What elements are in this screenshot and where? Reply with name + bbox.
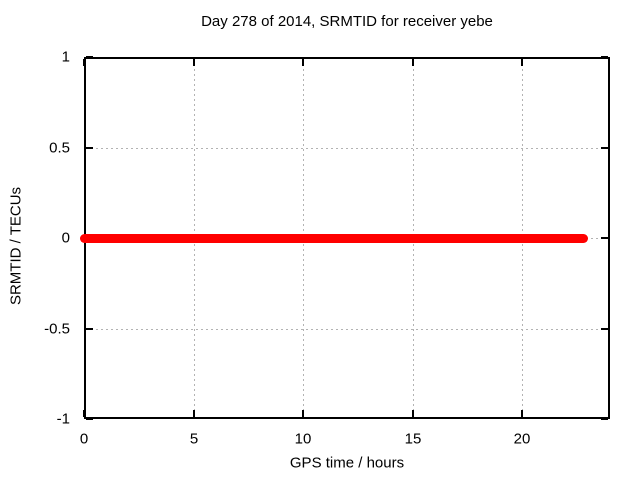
y-tick-mark (601, 237, 608, 239)
x-tick-label: 0 (79, 430, 89, 448)
series-line-srmtid (79, 233, 589, 243)
x-axis-label: GPS time / hours (289, 454, 405, 472)
x-tick-mark (302, 59, 304, 66)
x-tick-mark (521, 410, 523, 417)
y-tick-label: 0 (61, 229, 70, 247)
x-tick-label: 5 (189, 430, 199, 448)
y-tick-mark (86, 56, 93, 58)
y-tick-label: 1 (61, 48, 70, 66)
y-tick-mark (601, 418, 608, 420)
x-tick-mark (193, 410, 195, 417)
y-tick-label: -0.5 (44, 320, 70, 338)
x-tick-mark (83, 410, 85, 417)
y-tick-mark (601, 56, 608, 58)
x-tick-mark (412, 59, 414, 66)
x-tick-label: 10 (294, 430, 312, 448)
y-tick-label: 0.5 (49, 139, 70, 157)
x-tick-mark (83, 59, 85, 66)
y-gridline (86, 329, 608, 330)
y-axis-label: SRMTID / TECUs (7, 186, 25, 306)
x-tick-label: 15 (404, 430, 422, 448)
x-tick-mark (302, 410, 304, 417)
y-tick-mark (86, 418, 93, 420)
x-tick-label: 20 (513, 430, 531, 448)
chart-title: Day 278 of 2014, SRMTID for receiver yeb… (201, 13, 493, 30)
y-tick-label: -1 (56, 410, 70, 428)
y-tick-mark (601, 147, 608, 149)
x-tick-mark (412, 410, 414, 417)
y-tick-mark (601, 328, 608, 330)
x-tick-mark (193, 59, 195, 66)
y-gridline (86, 148, 608, 149)
y-tick-mark (86, 328, 93, 330)
y-tick-mark (86, 147, 93, 149)
x-tick-mark (521, 59, 523, 66)
